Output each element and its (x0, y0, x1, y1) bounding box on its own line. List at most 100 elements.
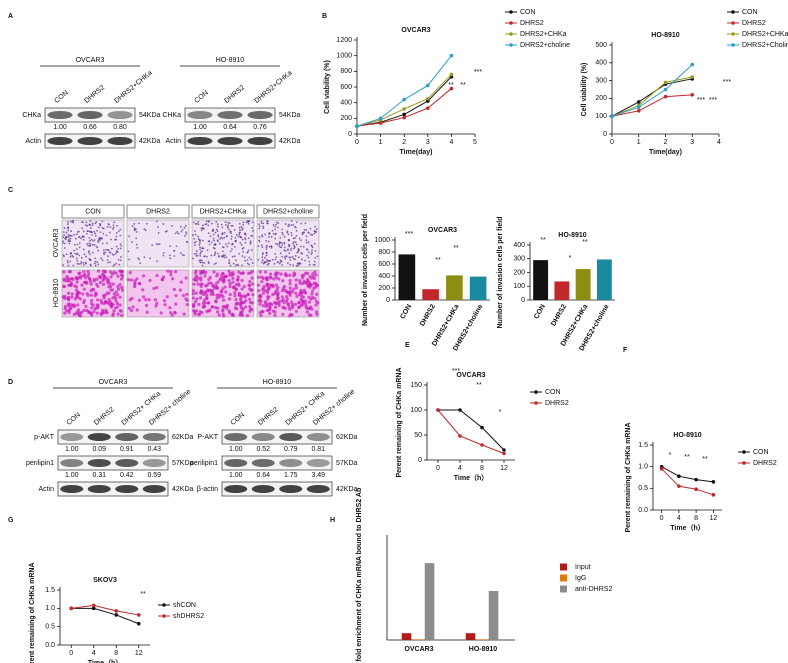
cell-dot (231, 271, 235, 275)
cell-dot (195, 297, 199, 301)
cell-dot (304, 271, 308, 275)
cell-dot (73, 284, 77, 288)
cell-dot (313, 270, 317, 274)
cell-dot (75, 292, 79, 296)
cell-dot (169, 311, 173, 315)
cell-dot (198, 243, 201, 246)
cell-dot (284, 250, 287, 252)
panel-letter: D (8, 379, 13, 386)
cell-dot (108, 223, 110, 226)
cell-dot (233, 255, 236, 258)
legend-marker (509, 43, 513, 47)
cell-dot (270, 236, 273, 238)
cell-dot (305, 235, 308, 238)
cell-dot (216, 223, 219, 226)
cell-dot (82, 287, 86, 291)
cell-dot (314, 249, 317, 252)
cell-dot (310, 292, 314, 296)
cell-dot (275, 242, 277, 245)
cell-dot (104, 310, 108, 314)
cell-dot (217, 313, 221, 317)
cell-dot (72, 221, 75, 224)
blot-band (217, 111, 243, 119)
cell-dot (86, 293, 90, 297)
cell-dot (149, 257, 151, 260)
cell-dot (233, 294, 237, 298)
cell-dot (68, 234, 71, 237)
x-tick-label: 4 (92, 650, 96, 657)
y-tick-label: 400 (340, 100, 352, 107)
data-point (677, 484, 681, 488)
cell-dot (208, 240, 211, 242)
cell-dot (101, 282, 106, 286)
cell-dot (295, 265, 298, 267)
legend-label: shDHRS2 (173, 613, 204, 620)
panel-letter: C (8, 187, 13, 194)
cell-dot (221, 250, 224, 253)
cell-dot (93, 262, 96, 265)
cell-dot (94, 232, 97, 235)
cell-dot (202, 239, 204, 242)
cell-dot (203, 262, 206, 264)
cell-dot (265, 261, 268, 263)
quant-label: 0.66 (83, 124, 97, 131)
cell-dot (274, 253, 277, 255)
cell-dot (223, 285, 227, 289)
significance-label: ** (453, 245, 459, 252)
cell-dot (238, 222, 241, 225)
cell-dot (279, 259, 282, 262)
cell-dot (67, 229, 70, 232)
cell-dot (159, 311, 163, 315)
legend-marker (742, 461, 746, 465)
cell-dot (129, 278, 134, 282)
cell-dot (100, 237, 102, 240)
cell-dot (301, 258, 303, 261)
cell-dot (221, 271, 225, 276)
cell-dot (201, 259, 203, 262)
y-tick-label: 100 (595, 113, 607, 120)
y-tick-label: 0.0 (45, 642, 55, 649)
cell-dot (119, 259, 122, 262)
cell-dot (223, 256, 226, 259)
cell-dot (107, 255, 109, 258)
data-point (694, 477, 698, 482)
cell-dot (72, 264, 75, 267)
data-point (711, 493, 716, 497)
cell-dot (91, 222, 94, 225)
cell-dot (186, 241, 188, 243)
y-tick-label: 1200 (336, 37, 352, 44)
cell-dot (295, 234, 298, 237)
cell-dot (259, 295, 263, 299)
y-tick-label: 600 (378, 261, 390, 268)
lane-label: DHRS2 (93, 406, 116, 427)
cell-dot (127, 250, 130, 253)
cell-dot (284, 223, 287, 225)
cell-dot (133, 222, 136, 225)
cell-dot (243, 256, 246, 259)
cell-dot (262, 262, 265, 265)
cell-dot (273, 262, 276, 265)
cell-dot (105, 279, 110, 283)
cell-dot (215, 228, 218, 231)
cell-dot (105, 248, 107, 251)
data-point (402, 97, 407, 102)
cell-dot (199, 246, 201, 249)
cell-dot (219, 289, 223, 294)
cell-dot (192, 221, 195, 224)
cell-dot (197, 235, 200, 238)
cell-dot (70, 292, 74, 296)
cell-dot (184, 234, 186, 237)
cell-dot (81, 221, 84, 224)
cell-dot (246, 262, 249, 265)
cell-dot (104, 299, 108, 303)
x-tick-label: 0 (69, 650, 73, 657)
cell-dot (169, 254, 171, 257)
cell-dot (245, 221, 248, 224)
cell-dot (305, 241, 308, 244)
cell-dot (114, 290, 118, 294)
cell-dot (197, 223, 200, 226)
cell-dot (305, 310, 309, 314)
kda-label: 57KDa (172, 460, 194, 467)
cell-dot (241, 307, 245, 311)
cell-dot (89, 239, 91, 242)
